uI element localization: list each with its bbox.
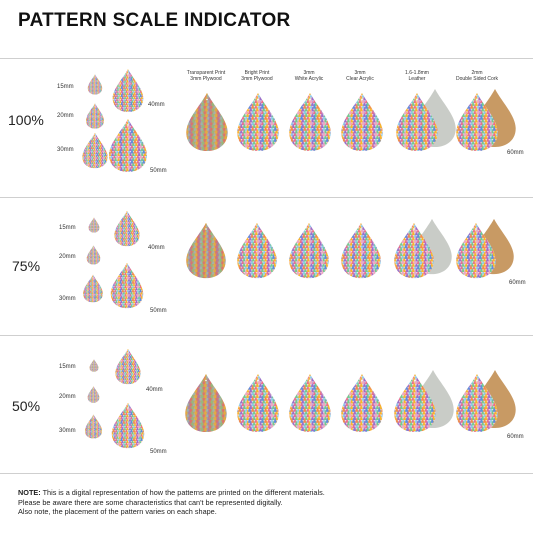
material-label-cork: 2mm Double Sided Cork bbox=[456, 70, 498, 82]
note-line-3: Also note, the placement of the pattern … bbox=[18, 507, 217, 517]
page-title: PATTERN SCALE INDICATOR bbox=[18, 10, 291, 31]
size-label-15mm: 15mm bbox=[59, 364, 76, 370]
size-label-40mm: 40mm bbox=[148, 102, 165, 108]
sample-50mm bbox=[107, 118, 149, 173]
sample-40mm bbox=[113, 210, 141, 247]
earring-bright-plywood bbox=[235, 92, 281, 152]
material-label-bright-plywood: Bright Print 3mm Plywood bbox=[241, 70, 273, 82]
earring-cork bbox=[454, 222, 498, 279]
material-label-leather: 1.6-1.8mm Leather bbox=[405, 70, 429, 82]
sample-40mm bbox=[111, 68, 145, 113]
earring-white-acrylic bbox=[287, 222, 331, 279]
sample-15mm bbox=[88, 217, 100, 233]
earring-transparent-plywood bbox=[184, 92, 230, 152]
size-label-60mm: 60mm bbox=[509, 280, 526, 286]
sample-20mm bbox=[87, 386, 100, 403]
note-line-2: Please be aware there are some character… bbox=[18, 497, 283, 507]
note-line-1: NOTE: This is a digital representation o… bbox=[18, 488, 325, 497]
earring-transparent-plywood bbox=[183, 373, 229, 433]
earring-clear-acrylic bbox=[339, 92, 385, 152]
scale-label-50: 50% bbox=[12, 398, 41, 414]
sample-30mm bbox=[81, 132, 109, 169]
material-label-transparent-plywood: Transparent Print 3mm Plywood bbox=[186, 70, 226, 82]
size-label-30mm: 30mm bbox=[59, 428, 76, 434]
size-label-20mm: 20mm bbox=[57, 113, 74, 119]
earring-leather bbox=[392, 222, 436, 279]
scale-label-100: 100% bbox=[8, 112, 44, 128]
earring-cork bbox=[454, 373, 500, 433]
note-label: NOTE: bbox=[18, 488, 41, 497]
section-divider bbox=[0, 335, 533, 336]
sample-20mm bbox=[85, 103, 105, 129]
sample-30mm bbox=[82, 274, 104, 303]
sample-40mm bbox=[114, 348, 142, 385]
size-label-50mm: 50mm bbox=[150, 449, 167, 455]
size-label-50mm: 50mm bbox=[150, 308, 167, 314]
earring-cork bbox=[454, 92, 500, 152]
size-label-15mm: 15mm bbox=[59, 225, 76, 231]
earring-white-acrylic bbox=[287, 92, 333, 152]
sample-50mm bbox=[110, 402, 146, 449]
sample-20mm bbox=[86, 245, 101, 265]
sample-50mm bbox=[109, 262, 145, 309]
size-label-30mm: 30mm bbox=[57, 147, 74, 153]
earring-white-acrylic bbox=[287, 373, 333, 433]
size-label-20mm: 20mm bbox=[59, 394, 76, 400]
material-label-clear-acrylic: 3mm Clear Acrylic bbox=[346, 70, 374, 82]
sample-30mm bbox=[84, 414, 103, 439]
earring-leather bbox=[394, 92, 440, 152]
earring-clear-acrylic bbox=[339, 373, 385, 433]
size-label-40mm: 40mm bbox=[148, 245, 165, 251]
earring-bright-plywood bbox=[235, 373, 281, 433]
sample-15mm bbox=[89, 359, 99, 372]
size-label-60mm: 60mm bbox=[507, 434, 524, 440]
size-label-60mm: 60mm bbox=[507, 150, 524, 156]
size-label-20mm: 20mm bbox=[59, 254, 76, 260]
section-divider bbox=[0, 58, 533, 59]
size-label-40mm: 40mm bbox=[146, 387, 163, 393]
earring-clear-acrylic bbox=[339, 222, 383, 279]
size-label-50mm: 50mm bbox=[150, 168, 167, 174]
scale-label-75: 75% bbox=[12, 258, 41, 274]
section-divider bbox=[0, 197, 533, 198]
material-label-white-acrylic: 3mm White Acrylic bbox=[294, 70, 324, 82]
earring-leather bbox=[392, 373, 438, 433]
earring-transparent-plywood bbox=[184, 222, 228, 279]
disclaimer-note: NOTE: This is a digital representation o… bbox=[18, 488, 523, 517]
section-divider bbox=[0, 473, 533, 474]
size-label-30mm: 30mm bbox=[59, 296, 76, 302]
sample-15mm bbox=[87, 74, 103, 95]
earring-bright-plywood bbox=[235, 222, 279, 279]
size-label-15mm: 15mm bbox=[57, 84, 74, 90]
